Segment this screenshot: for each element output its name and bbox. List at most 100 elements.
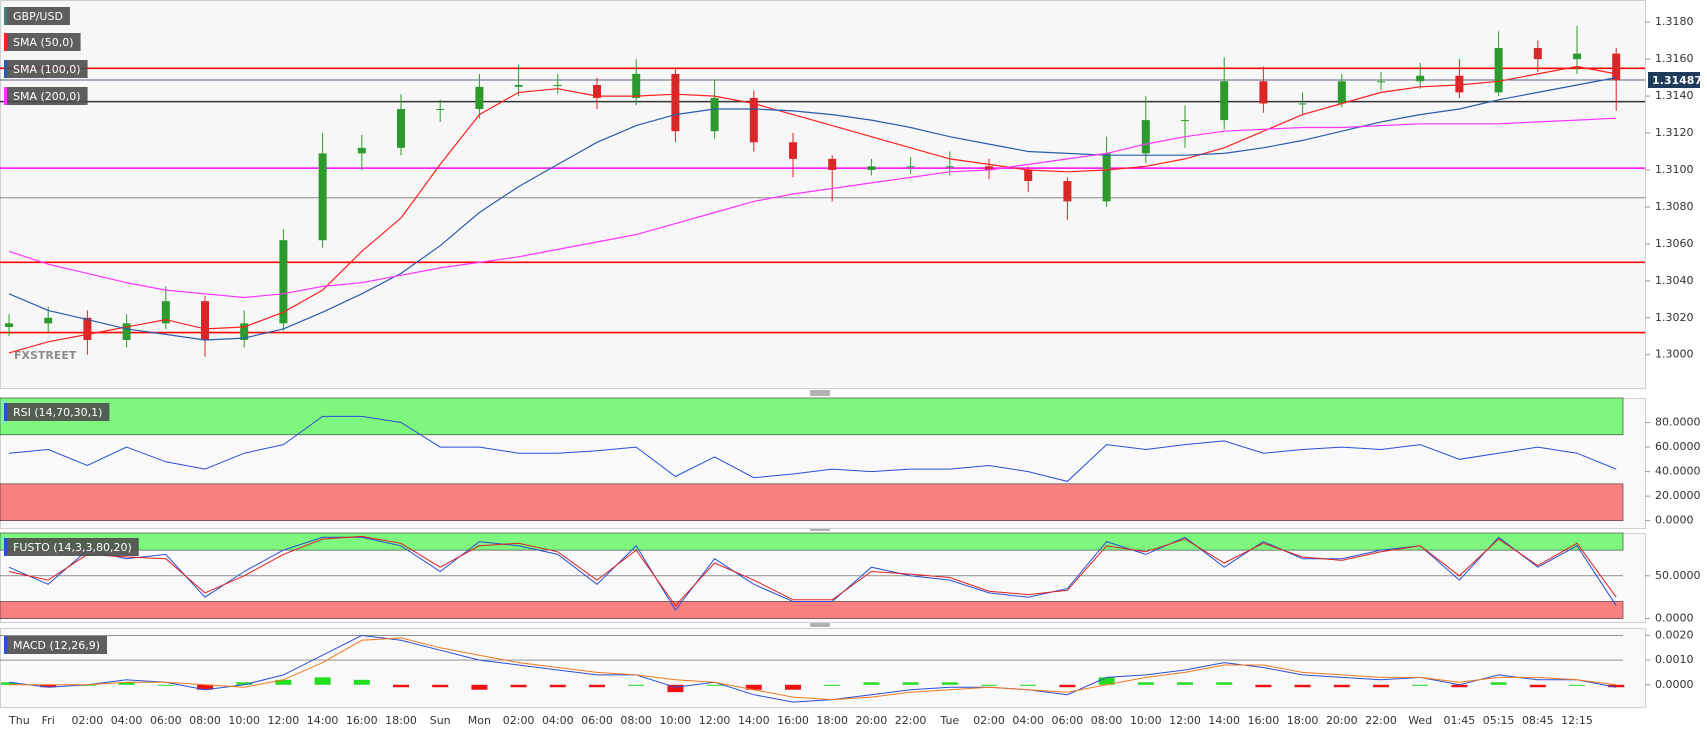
- candle-body: [1533, 48, 1542, 60]
- histogram-bar: [1216, 682, 1233, 685]
- x-tick-label: Tue: [939, 714, 959, 727]
- legend-entry-strip: [4, 60, 7, 78]
- x-tick-label: 18:00: [385, 714, 417, 727]
- y-tick-label: 0.0000: [1655, 678, 1694, 691]
- histogram-bar: [471, 684, 488, 690]
- candle-body: [632, 73, 641, 98]
- candle-body: [240, 323, 249, 340]
- histogram-bar: [549, 684, 566, 688]
- zone: [0, 601, 1624, 619]
- y-tick-label: 1.3020: [1655, 311, 1694, 324]
- candle-body: [985, 166, 993, 170]
- x-tick-label: 12:00: [268, 714, 300, 727]
- histogram-bar: [667, 684, 684, 693]
- candle-body: [436, 109, 445, 111]
- x-tick-label: 04:00: [111, 714, 143, 727]
- x-tick-label: 12:00: [699, 714, 731, 727]
- zone: [0, 397, 1624, 436]
- legend-entry: SMA (100,0): [13, 63, 81, 76]
- histogram-bar: [197, 684, 213, 690]
- panel-title: FUSTO (14,3,3,80,20): [13, 541, 132, 554]
- histogram-bar: [1255, 684, 1272, 688]
- candle-body: [828, 158, 837, 170]
- histogram-bar: [118, 682, 135, 685]
- panel-title-strip: [4, 403, 7, 421]
- x-tick-label: 22:00: [895, 714, 927, 727]
- histogram-bar: [353, 679, 370, 685]
- x-tick-label: 04:00: [542, 714, 574, 727]
- sma-line: [8, 65, 1617, 354]
- legend-title-strip: [4, 7, 7, 25]
- histogram-bar: [1059, 684, 1076, 688]
- legend-entry-strip: [4, 87, 7, 105]
- histogram-bar: [706, 684, 723, 686]
- histogram-bar: [1529, 684, 1546, 688]
- signal-line: [9, 637, 1617, 701]
- candle-body: [553, 84, 562, 86]
- x-tick-label: 06:00: [581, 714, 613, 727]
- sma-line: [8, 117, 1617, 299]
- candle-body: [1259, 81, 1268, 104]
- y-tick-label: 1.3040: [1655, 274, 1694, 287]
- histogram-bar: [589, 684, 605, 688]
- x-tick-label: 08:00: [189, 714, 221, 727]
- histogram-bar: [1451, 684, 1468, 688]
- panel-title-strip: [4, 636, 7, 654]
- candle-body: [671, 73, 680, 132]
- legend-entry: SMA (50,0): [13, 36, 74, 49]
- histogram-bar: [745, 684, 762, 690]
- zone: [0, 532, 1624, 551]
- x-tick-label: 16:00: [1248, 714, 1280, 727]
- candle-body: [1220, 81, 1229, 121]
- panel-title-box: [4, 403, 110, 421]
- candle-body: [357, 147, 366, 154]
- candle-body: [1102, 153, 1111, 202]
- panel-title-box: [4, 636, 108, 654]
- candle-body: [593, 84, 601, 98]
- x-tick-label: 08:00: [620, 714, 652, 727]
- x-tick-label: 14:00: [307, 714, 339, 727]
- x-tick-label: 01:45: [1444, 714, 1476, 727]
- candle-body: [44, 317, 53, 324]
- x-tick-label: 20:00: [1326, 714, 1358, 727]
- candle-body: [1024, 169, 1033, 182]
- histogram-bar: [1333, 684, 1350, 688]
- legend-entry-box: [4, 60, 88, 78]
- candle-body: [1377, 81, 1385, 83]
- panel-background: [0, 628, 1646, 708]
- legend-entry-box: [4, 87, 88, 105]
- candle-body: [475, 86, 484, 110]
- y-tick-label: 50.0000: [1655, 569, 1701, 582]
- y-tick-label: 1.3080: [1655, 200, 1694, 213]
- candle-body: [83, 317, 92, 340]
- candle-body: [1337, 81, 1346, 104]
- histogram-bar: [1, 682, 17, 685]
- x-tick-label: 12:00: [1169, 714, 1201, 727]
- y-tick-label: 1.3060: [1655, 237, 1694, 250]
- histogram-bar: [628, 684, 645, 686]
- candle-body: [867, 166, 876, 170]
- indicator-line: [8, 535, 1617, 607]
- candle-body: [161, 301, 170, 324]
- histogram-bar: [40, 684, 57, 688]
- candle-body: [906, 166, 915, 168]
- y-tick-label: 1.3120: [1655, 126, 1694, 139]
- histogram-bar: [824, 684, 841, 686]
- x-tick-label: 06:00: [150, 714, 182, 727]
- histogram-bar: [1020, 684, 1037, 686]
- y-tick-label: 1.3140: [1655, 89, 1694, 102]
- x-tick-label: 05:15: [1483, 714, 1515, 727]
- candle-body: [1494, 48, 1503, 93]
- x-tick-label: 10:00: [1130, 714, 1162, 727]
- x-tick-label: Thu: [8, 714, 30, 727]
- x-tick-label: 02:00: [973, 714, 1005, 727]
- histogram-bar: [902, 682, 919, 685]
- x-tick-label: 16:00: [777, 714, 809, 727]
- y-tick-label: 0.0010: [1655, 653, 1694, 666]
- candle-body: [1181, 120, 1189, 122]
- x-tick-label: 06:00: [1052, 714, 1084, 727]
- indicator-line: [8, 415, 1617, 482]
- histogram-bar: [1294, 684, 1311, 688]
- y-tick-label: 80.0000: [1655, 416, 1701, 429]
